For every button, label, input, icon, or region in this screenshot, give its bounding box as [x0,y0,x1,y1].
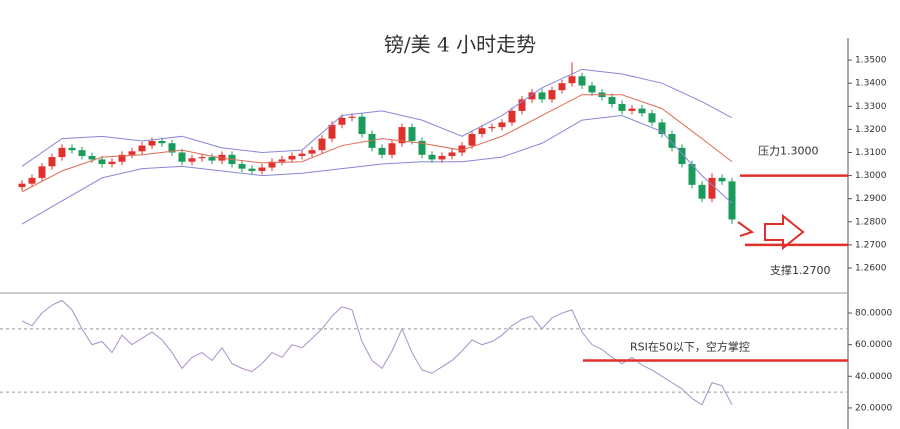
candle-body [208,157,216,161]
candle-body [718,177,726,182]
y-tick-label: 1.2700 [855,240,887,250]
candle-body [238,164,246,169]
candle-body [288,155,296,160]
candle-body [578,76,586,86]
candle-body [548,90,556,100]
candle-body [628,108,636,111]
annotation-label: 压力1.3000 [758,145,819,158]
candle-body [638,108,646,114]
candle-body [328,124,336,139]
candle-body [58,147,66,158]
candle-body [528,92,536,100]
band-line [21,115,733,225]
y-tick-label: 1.3300 [855,102,887,112]
candle-body [438,155,446,160]
candle-body [378,147,386,155]
candle-body [368,134,376,148]
candle-body [558,83,566,91]
candle-body [38,166,46,178]
chart-title: 镑/美 4 小时走势 [384,33,536,57]
candle-body [128,151,136,155]
annotation-label: 支撑1.2700 [770,263,831,277]
candle-body [108,161,116,165]
candle-body [78,150,86,156]
candle-body [188,158,196,162]
candle-body [308,150,316,154]
y-tick-label: 1.3200 [855,125,887,135]
candle-body [488,127,496,129]
candle-body [18,183,26,188]
candle-body [668,134,676,148]
candle-body [428,154,436,160]
y-tick-label: 1.2600 [855,263,887,273]
y-tick-label: 1.3400 [855,79,887,89]
candle-body [708,177,716,199]
y-tick-label: 1.3500 [855,56,887,66]
candle-body [658,122,666,135]
candle-body [218,154,226,161]
band-line [21,94,733,193]
candle-body [28,177,36,184]
candle-body [298,153,306,156]
arrow-icon [764,213,805,251]
y-tick-label: 40.0000 [855,372,892,382]
candle-body [458,145,466,153]
y-tick-label: 1.3000 [855,171,887,181]
candle-body [478,128,486,135]
candle-body [278,159,286,162]
candle-body [68,147,76,151]
y-tick-label: 1.2900 [855,194,887,204]
candle-body [388,143,396,155]
annotation-label: RSI在50以下，空方掌控 [630,339,750,353]
candle-body [338,117,346,125]
candle-body [728,181,736,220]
y-tick-label: 60.0000 [855,340,892,350]
candle-body [498,122,506,128]
candle-body [448,152,456,156]
candle-body [148,140,156,146]
arrow-icon [737,221,755,237]
candle-body [688,164,696,185]
candle-body [168,143,176,153]
candle-body [698,184,706,199]
band-line [21,68,733,167]
candle-body [408,127,416,141]
candle-body [118,154,126,162]
candle-body [508,110,516,123]
candle-body [178,152,186,162]
candle-body [198,157,206,159]
candle-body [648,113,656,123]
candle-body [258,167,266,171]
candle-body [138,145,146,152]
candle-body [618,103,626,111]
candle-body [248,168,256,171]
candle-body [98,159,106,165]
candle-body [538,92,546,100]
candle-body [568,76,576,84]
candle-body [318,138,326,151]
candle-body [468,134,476,146]
candle-body [88,155,96,160]
candle-body [678,147,686,165]
y-tick-label: 20.0000 [855,403,892,413]
candle-body [48,157,56,167]
candle-body [268,161,276,168]
y-tick-label: 80.0000 [855,309,892,319]
candle-body [358,116,366,135]
candle-body [158,140,166,144]
candle-body [608,97,616,104]
y-tick-label: 1.2800 [855,217,887,227]
candle-body [348,116,356,118]
y-tick-label: 1.3100 [855,148,887,158]
candle-body [588,85,596,93]
candle-body [418,140,426,155]
candle-body [518,99,526,111]
rsi-line [21,299,733,406]
candle-body [398,127,406,144]
